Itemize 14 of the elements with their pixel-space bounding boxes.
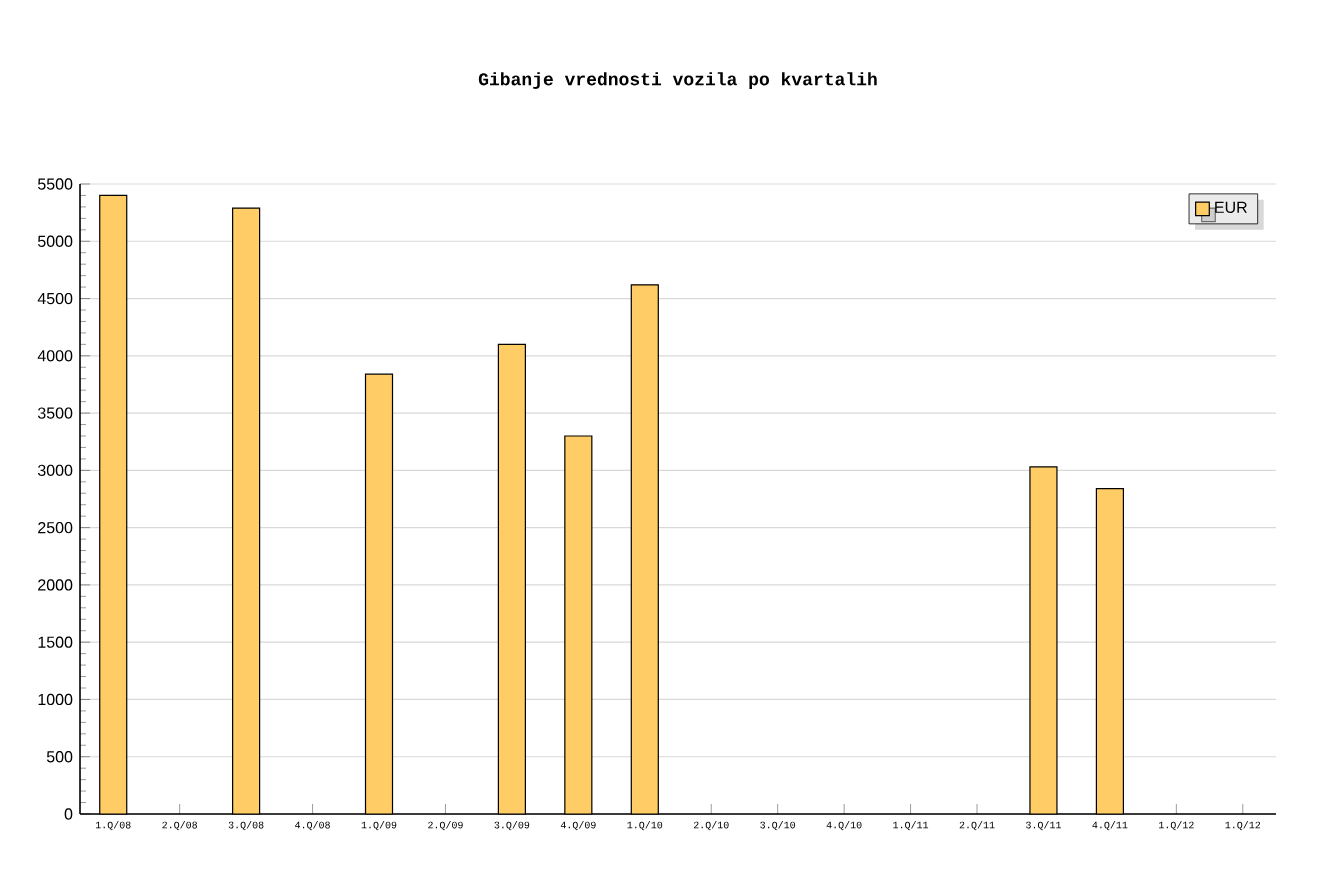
y-tick-label: 2500: [38, 521, 73, 534]
y-tick-label: 5000: [37, 235, 73, 247]
y-tick-label: 4500: [37, 292, 73, 305]
chart-title: Gibanje vrednosti vozila po kvartalih: [478, 72, 877, 89]
y-tick-label: 5500: [37, 178, 73, 190]
y-tick-label: 2000: [38, 579, 73, 591]
y-tick-label: 1500: [38, 636, 73, 648]
legend-label: EUR: [1215, 201, 1247, 214]
y-tick-label: 0: [64, 808, 73, 820]
y-tick-label: 3000: [37, 464, 73, 477]
y-tick-label: 500: [46, 751, 73, 763]
y-tick-label: 4000: [37, 350, 73, 362]
y-tick-label: 3500: [37, 407, 73, 419]
y-tick-label: 1000: [38, 693, 73, 706]
